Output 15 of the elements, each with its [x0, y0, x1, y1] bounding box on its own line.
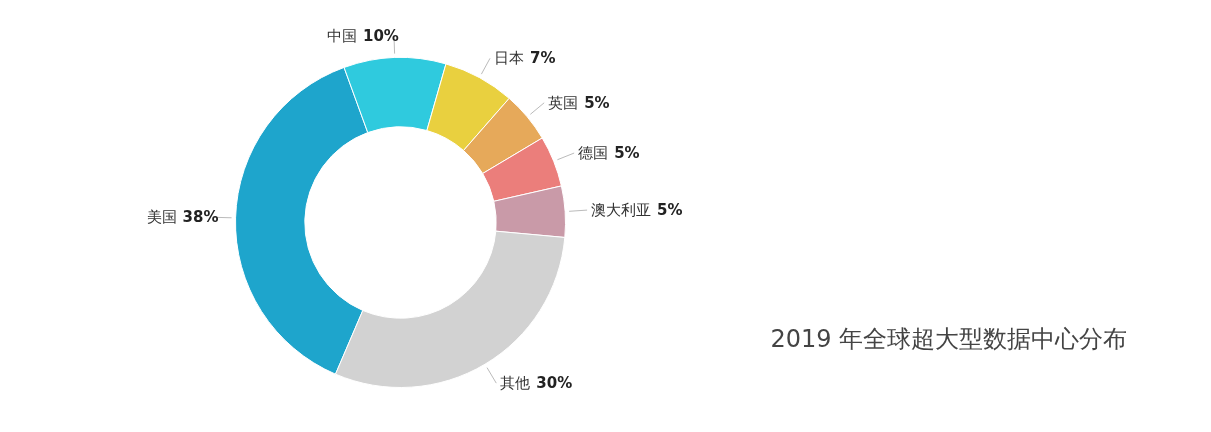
data-label: 7%	[530, 49, 556, 68]
data-label: 5%	[657, 201, 683, 220]
slice-label: 其他	[500, 374, 531, 393]
slice-label: 中国	[326, 26, 357, 45]
data-label: 30%	[536, 374, 573, 393]
slice-label: 德国	[578, 144, 609, 163]
text: 2019 年全球超大型数据中心分布	[770, 324, 1128, 353]
data-label: 5%	[614, 144, 640, 163]
data-label: 10%	[362, 26, 399, 45]
slice-label: 日本	[494, 49, 525, 68]
slice-label: 澳大利亚	[591, 201, 652, 220]
slice-label: 英国	[548, 93, 579, 112]
data-label: 5%	[584, 93, 610, 112]
slice-label: 美国	[146, 208, 177, 227]
data-label: 38%	[182, 208, 219, 227]
